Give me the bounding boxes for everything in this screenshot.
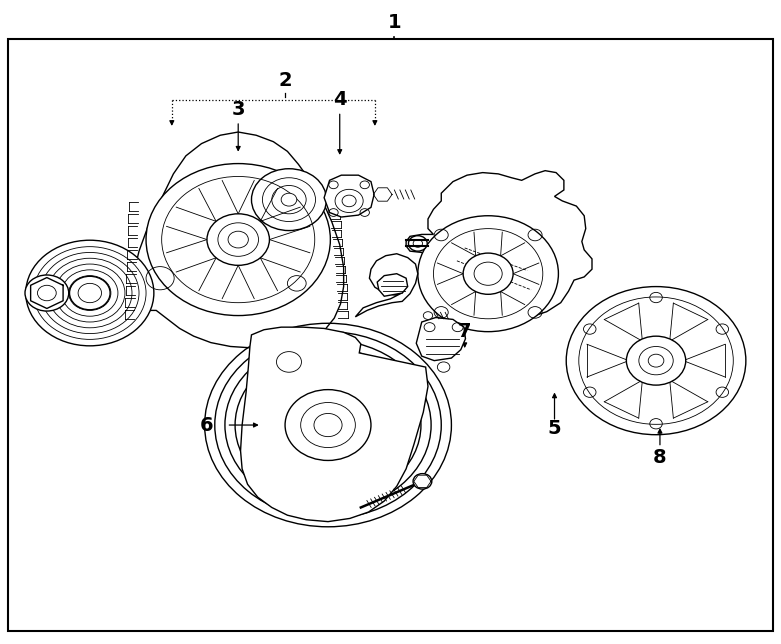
Circle shape — [25, 275, 69, 311]
Text: 3: 3 — [231, 100, 245, 119]
Polygon shape — [377, 274, 408, 296]
Circle shape — [207, 214, 269, 265]
Text: 4: 4 — [333, 90, 347, 109]
Circle shape — [413, 473, 432, 489]
Text: 7: 7 — [458, 322, 472, 341]
Circle shape — [26, 240, 154, 346]
Circle shape — [70, 276, 110, 310]
Polygon shape — [406, 171, 592, 319]
Circle shape — [251, 169, 326, 231]
Polygon shape — [324, 175, 374, 217]
Text: 2: 2 — [278, 71, 292, 90]
Circle shape — [648, 354, 664, 367]
Circle shape — [423, 312, 433, 319]
Text: 1: 1 — [387, 13, 401, 32]
Polygon shape — [241, 327, 428, 522]
Circle shape — [626, 336, 686, 385]
Circle shape — [285, 390, 371, 460]
Circle shape — [146, 164, 330, 316]
Circle shape — [314, 413, 342, 437]
Polygon shape — [355, 254, 418, 317]
Text: 8: 8 — [653, 448, 667, 467]
Circle shape — [418, 216, 558, 332]
Polygon shape — [131, 132, 344, 370]
Circle shape — [566, 287, 746, 435]
Circle shape — [281, 193, 297, 206]
Circle shape — [228, 231, 248, 248]
Circle shape — [463, 253, 513, 294]
Polygon shape — [416, 317, 465, 361]
Text: 6: 6 — [200, 415, 214, 435]
Text: 5: 5 — [547, 419, 562, 438]
Circle shape — [408, 236, 427, 251]
